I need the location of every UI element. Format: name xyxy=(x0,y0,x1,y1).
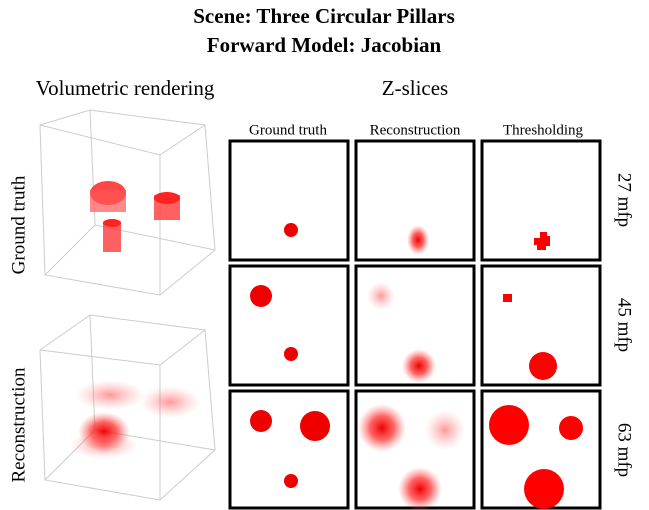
volume-gt xyxy=(39,109,216,296)
column-label: Ground truth xyxy=(249,122,327,138)
row-label: 45 mfp xyxy=(614,298,635,352)
row-label: 27 mfp xyxy=(614,173,635,227)
slice-panels xyxy=(228,139,602,510)
row-label: Ground truth xyxy=(8,175,29,274)
title: Scene: Three Circular Pillars xyxy=(193,4,455,28)
blobs xyxy=(250,223,583,510)
section-label: Volumetric rendering xyxy=(36,76,215,100)
row-label: 63 mfp xyxy=(614,423,635,477)
row-label: Reconstruction xyxy=(8,367,29,483)
volume-recon xyxy=(39,314,216,501)
section-label: Z-slices xyxy=(382,76,448,100)
column-label: Thresholding xyxy=(503,122,583,138)
title: Forward Model: Jacobian xyxy=(207,33,442,57)
column-label: Reconstruction xyxy=(370,122,461,138)
